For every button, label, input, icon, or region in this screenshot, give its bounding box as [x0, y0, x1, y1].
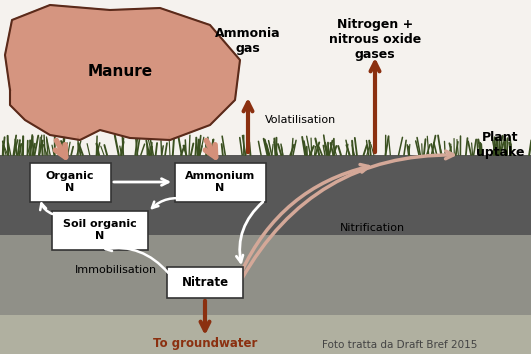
Text: Soil organic
N: Soil organic N [63, 219, 137, 241]
FancyBboxPatch shape [30, 162, 110, 201]
Text: Nitrification: Nitrification [340, 223, 405, 233]
Bar [0, 155, 531, 235]
Text: Plant
uptake: Plant uptake [476, 131, 524, 159]
Text: To groundwater: To groundwater [153, 337, 257, 350]
Text: Foto tratta da Draft Bref 2015: Foto tratta da Draft Bref 2015 [322, 340, 478, 350]
Text: Immobilisation: Immobilisation [75, 265, 157, 275]
Text: Volatilisation: Volatilisation [265, 115, 336, 125]
FancyBboxPatch shape [167, 267, 243, 297]
Polygon shape [5, 5, 240, 140]
FancyBboxPatch shape [175, 162, 266, 201]
FancyBboxPatch shape [52, 211, 148, 250]
Bar [0, 315, 531, 354]
Text: Nitrate: Nitrate [182, 275, 228, 289]
Text: Organic
N: Organic N [46, 171, 94, 193]
Text: Ammonium
N: Ammonium N [185, 171, 255, 193]
Bar [0, 235, 531, 315]
Text: Manure: Manure [88, 64, 152, 80]
Text: Ammonia
gas: Ammonia gas [215, 27, 281, 55]
Text: Nitrogen +
nitrous oxide
gases: Nitrogen + nitrous oxide gases [329, 18, 421, 61]
